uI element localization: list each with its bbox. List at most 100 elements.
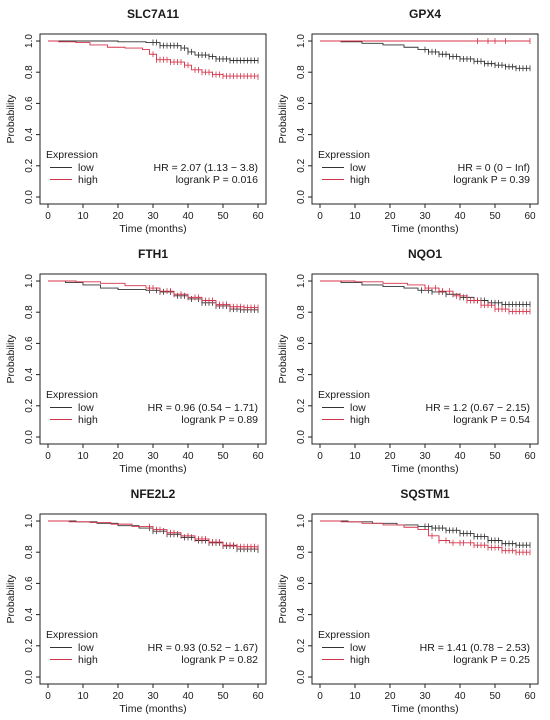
x-tick-label: 20 [112, 211, 124, 222]
km-panel: GPX4 0 10 20 30 40 50 60 0.0 0.2 0.4 0.6 0.8 1.0 Time … [277, 7, 539, 235]
logrank-p: logrank P = 0.25 [453, 654, 530, 666]
y-tick-label: 0.6 [296, 576, 307, 590]
x-axis-label: Time (months) [391, 703, 458, 715]
legend-title: Expression [46, 629, 98, 641]
legend-label-low: low [350, 162, 366, 174]
panel-title: FTH1 [138, 247, 168, 261]
y-tick-label: 0.0 [24, 670, 35, 684]
y-tick-label: 0.2 [296, 158, 307, 172]
x-tick-label: 20 [384, 691, 396, 702]
panel-title: NFE2L2 [131, 487, 176, 501]
x-tick-label: 60 [524, 451, 536, 462]
x-tick-label: 30 [147, 451, 159, 462]
x-tick-label: 0 [45, 691, 51, 702]
hazard-ratio: HR = 1.41 (0.78 − 2.53) [420, 642, 530, 654]
x-tick-label: 10 [77, 211, 89, 222]
logrank-p: logrank P = 0.89 [181, 414, 258, 426]
x-tick-label: 20 [112, 691, 124, 702]
y-axis-label: Probability [5, 94, 17, 144]
x-tick-label: 40 [182, 211, 194, 222]
y-tick-label: 0.8 [296, 65, 307, 79]
x-tick-label: 10 [77, 691, 89, 702]
y-tick-label: 0.2 [24, 638, 35, 652]
x-tick-label: 60 [524, 691, 536, 702]
y-axis-label: Probability [277, 94, 289, 144]
legend-title: Expression [46, 389, 98, 401]
x-tick-label: 30 [419, 691, 431, 702]
y-tick-label: 0.0 [296, 670, 307, 684]
logrank-p: logrank P = 0.82 [181, 654, 258, 666]
legend-label-high: high [350, 414, 370, 426]
km-curve-low [320, 40, 530, 69]
legend-label-high: high [78, 654, 98, 666]
y-tick-label: 0.8 [24, 545, 35, 559]
km-panel: NFE2L2 0 10 20 30 40 50 60 0.0 0.2 0.4 0.6 0.8 1.0 Tim… [5, 487, 267, 715]
legend-label-low: low [350, 642, 366, 654]
x-tick-label: 60 [524, 211, 536, 222]
legend-label-high: high [78, 414, 98, 426]
x-axis-label: Time (months) [119, 223, 186, 235]
x-tick-label: 40 [454, 211, 466, 222]
y-tick-label: 0.0 [24, 430, 35, 444]
legend-label-low: low [350, 402, 366, 414]
km-panel: SQSTM1 0 10 20 30 40 50 60 0.0 0.2 0.4 0.6 0.8 1.0 Tim… [277, 487, 539, 715]
x-tick-label: 50 [489, 451, 501, 462]
x-tick-label: 0 [45, 451, 51, 462]
x-tick-label: 0 [317, 691, 323, 702]
x-tick-label: 40 [182, 691, 194, 702]
hazard-ratio: HR = 0 (0 − Inf) [458, 162, 530, 174]
logrank-p: logrank P = 0.54 [453, 414, 530, 426]
legend-title: Expression [318, 629, 370, 641]
legend-label-high: high [350, 654, 370, 666]
km-curve-high [320, 520, 530, 553]
y-tick-label: 1.0 [24, 274, 35, 288]
panel-title: SLC7A11 [127, 7, 179, 21]
x-tick-label: 30 [419, 211, 431, 222]
y-axis-label: Probability [5, 574, 17, 624]
legend-label-low: low [78, 402, 94, 414]
legend-label-low: low [78, 642, 94, 654]
panel-title: SQSTM1 [400, 487, 450, 501]
y-tick-label: 0.0 [296, 190, 307, 204]
y-tick-label: 0.6 [24, 576, 35, 590]
legend-label-low: low [78, 162, 94, 174]
y-axis-label: Probability [277, 334, 289, 384]
x-tick-label: 20 [112, 451, 124, 462]
x-tick-label: 10 [349, 451, 361, 462]
y-tick-label: 0.6 [24, 336, 35, 350]
x-tick-label: 20 [384, 451, 396, 462]
x-tick-label: 30 [147, 691, 159, 702]
legend-label-high: high [350, 174, 370, 186]
legend-title: Expression [318, 389, 370, 401]
km-panel: NQO1 0 10 20 30 40 50 60 0.0 0.2 0.4 0.6 0.8 1.0 Time … [277, 247, 539, 475]
x-tick-label: 10 [349, 691, 361, 702]
x-tick-label: 50 [217, 211, 229, 222]
y-tick-label: 1.0 [296, 34, 307, 48]
y-tick-label: 1.0 [24, 514, 35, 528]
y-tick-label: 0.8 [24, 65, 35, 79]
legend-title: Expression [46, 149, 98, 161]
y-tick-label: 0.4 [24, 367, 35, 381]
x-tick-label: 10 [77, 451, 89, 462]
y-tick-label: 1.0 [296, 514, 307, 528]
y-tick-label: 0.2 [296, 638, 307, 652]
x-axis-label: Time (months) [391, 223, 458, 235]
y-tick-label: 1.0 [24, 34, 35, 48]
x-tick-label: 60 [252, 691, 264, 702]
x-tick-label: 0 [317, 451, 323, 462]
panel-title: GPX4 [409, 7, 441, 21]
x-tick-label: 40 [454, 451, 466, 462]
y-axis-label: Probability [5, 334, 17, 384]
hazard-ratio: HR = 1.2 (0.67 − 2.15) [426, 402, 530, 414]
hazard-ratio: HR = 0.96 (0.54 − 1.71) [148, 402, 258, 414]
x-tick-label: 0 [317, 211, 323, 222]
y-tick-label: 0.2 [24, 158, 35, 172]
x-tick-label: 40 [454, 691, 466, 702]
y-tick-label: 1.0 [296, 274, 307, 288]
x-tick-label: 20 [384, 211, 396, 222]
y-tick-label: 0.0 [24, 190, 35, 204]
km-panel: SLC7A11 0 10 20 30 40 50 60 0.0 0.2 0.4 0.6 0.8 1.0 Ti… [5, 7, 267, 235]
y-tick-label: 0.8 [296, 305, 307, 319]
x-tick-label: 10 [349, 211, 361, 222]
